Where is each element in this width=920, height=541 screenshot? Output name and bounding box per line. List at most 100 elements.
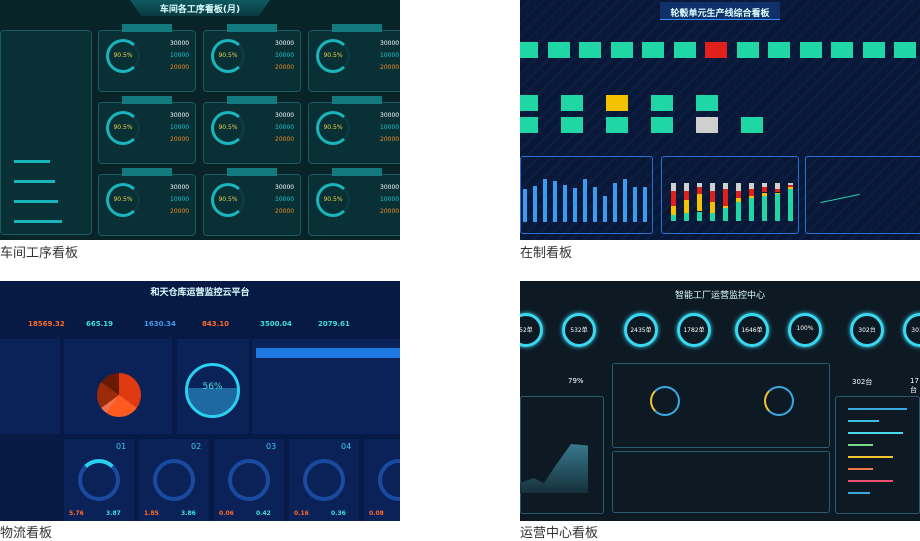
h-bar (848, 444, 873, 446)
rate-value: 90.5% (218, 124, 238, 131)
stat-value: 20000 (170, 64, 190, 71)
station-box (831, 42, 853, 58)
stacked-segment (710, 190, 715, 202)
stacked-segment (710, 213, 715, 221)
stacked-segment (710, 202, 715, 214)
station-box (561, 117, 583, 133)
stacked-segment (749, 198, 754, 221)
card-header (227, 24, 277, 32)
stacked-segment (723, 207, 728, 221)
value-a: 1.85 (144, 510, 159, 517)
rate-ring (211, 111, 245, 145)
stat-value: 18569.32 (28, 320, 65, 328)
card-number: 02 (191, 442, 202, 451)
rate-ring (106, 39, 140, 73)
caption-workshop[interactable]: 车间工序看板 (0, 246, 79, 261)
stat-value: 30000 (380, 40, 400, 47)
caption-ops[interactable]: 运营中心看板 (520, 526, 599, 541)
value-a: 5.76 (69, 510, 84, 517)
logistics-dashboard-thumbnail[interactable]: 和天仓库运营监控云平台 18569.32 665.19 1630.34 843.10 3… (0, 281, 400, 521)
stacked-segment (736, 183, 741, 191)
rate-ring (106, 183, 140, 217)
rate-ring (106, 111, 140, 145)
station-box (799, 42, 822, 58)
h-bar (848, 408, 907, 410)
card-number: 04 (341, 442, 352, 451)
card-number: 01 (116, 442, 127, 451)
stacked-segment (788, 188, 793, 221)
rate-ring (316, 183, 350, 217)
bar (573, 188, 577, 222)
bar (553, 181, 557, 222)
dashboard-title: 车间各工序看板(月) (159, 5, 241, 15)
stat-value: 665.19 (86, 320, 114, 328)
card-header (332, 24, 382, 32)
stacked-segment (671, 215, 676, 221)
stat-value: 20000 (275, 208, 295, 215)
kpi-value: 302台 (858, 327, 876, 334)
stacked-segment (723, 183, 728, 189)
workshop-dashboard-thumbnail[interactable]: 车间各工序看板(月) 90.5% 30000 10000 20000 90.5% 3000… (0, 0, 400, 240)
kpi-ring (677, 313, 711, 347)
stat-value: 20000 (380, 136, 400, 143)
mid-value: 79% (568, 377, 584, 385)
station-box (736, 42, 759, 58)
caption-wip[interactable]: 在制看板 (520, 246, 573, 261)
stat-value: 20000 (380, 64, 400, 71)
stacked-segment (775, 183, 780, 189)
bar (523, 189, 527, 222)
title-banner (130, 0, 270, 16)
kpi-value: 532单 (570, 327, 588, 334)
stacked-segment (723, 188, 728, 206)
stat-value: 20000 (380, 208, 400, 215)
stacked-segment (697, 211, 702, 221)
stat-value: 10000 (380, 124, 400, 131)
stacked-segment (736, 190, 741, 199)
stat-value: 30000 (380, 184, 400, 191)
station-box (642, 42, 664, 58)
stat-value: 30000 (170, 184, 190, 191)
wip-dashboard-thumbnail[interactable]: 轮毂单元生产线综合看板 (520, 0, 920, 240)
stacked-segment (710, 183, 715, 191)
value-a: 0.16 (294, 510, 309, 517)
value-a: 0.08 (369, 510, 384, 517)
stacked-segment (749, 183, 754, 189)
gauge-ring (185, 363, 240, 418)
kpi-ring (850, 313, 884, 347)
kpi-value: 52单 (520, 327, 533, 334)
stat-value: 10000 (380, 196, 400, 203)
ratio-ring (153, 459, 195, 501)
stacked-segment (762, 192, 767, 197)
station-box (651, 95, 673, 111)
stacked-segment (684, 213, 689, 221)
card-header (332, 168, 382, 176)
bar (533, 186, 537, 222)
panel (0, 339, 60, 434)
station-box (520, 95, 538, 111)
stat-value: 30000 (170, 40, 190, 47)
station-box (741, 117, 763, 133)
h-bar (848, 420, 879, 422)
stacked-segment (697, 186, 702, 195)
station-box (610, 42, 633, 58)
ops-dashboard-thumbnail[interactable]: 智能工厂运营监控中心 52单 532单 2435单 1782单 1646单 100% 302… (520, 281, 920, 521)
rate-ring (316, 39, 350, 73)
progress-bar (14, 220, 62, 223)
dashboard-title: 智能工厂运营监控中心 (674, 291, 765, 301)
kpi-ring (624, 313, 658, 347)
stat-value: 20000 (170, 208, 190, 215)
stacked-segment (775, 194, 780, 221)
donut (650, 386, 680, 416)
donut (764, 386, 794, 416)
caption-logistics[interactable]: 物流看板 (0, 526, 53, 541)
stat-value: 30000 (170, 112, 190, 119)
station-box (673, 42, 696, 58)
stacked-segment (749, 196, 754, 199)
title-banner (660, 2, 780, 20)
mid-value: 302台 (852, 378, 873, 386)
stacked-segment (697, 183, 702, 187)
mid-value: 17台 (910, 377, 919, 394)
dashboard-title: 和天仓库运营监控云平台 (150, 288, 250, 298)
bar (623, 178, 627, 222)
station-box (768, 42, 790, 58)
